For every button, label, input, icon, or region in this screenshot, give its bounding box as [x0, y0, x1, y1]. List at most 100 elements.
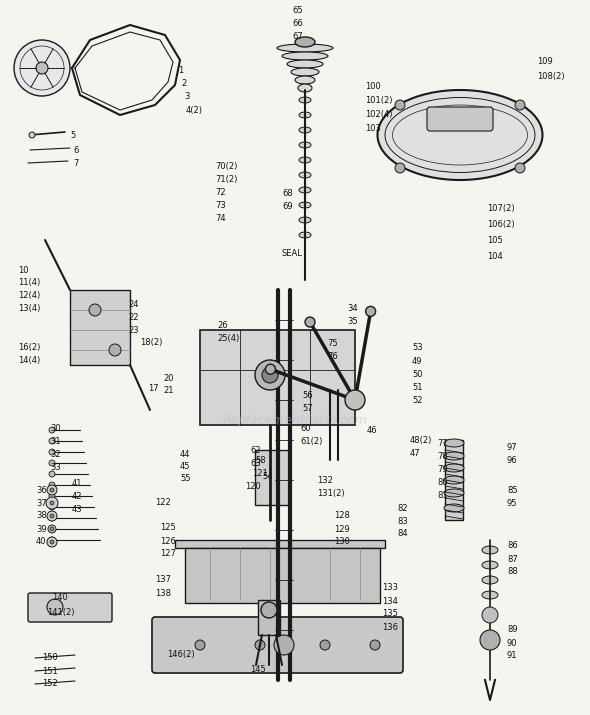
Circle shape	[49, 460, 55, 466]
Text: 44: 44	[180, 450, 191, 458]
Text: 76: 76	[327, 352, 337, 360]
Text: 152: 152	[42, 679, 58, 689]
Circle shape	[320, 640, 330, 650]
Text: 75: 75	[327, 338, 337, 347]
Text: 25(4): 25(4)	[217, 333, 240, 342]
Text: 26: 26	[217, 320, 228, 330]
Text: 133: 133	[382, 583, 398, 593]
Ellipse shape	[299, 127, 311, 133]
Text: 91: 91	[507, 651, 517, 661]
Text: ReplacementParts.com: ReplacementParts.com	[222, 413, 368, 427]
Text: 86: 86	[507, 541, 518, 551]
Text: 49: 49	[412, 357, 422, 365]
Circle shape	[47, 537, 57, 547]
FancyBboxPatch shape	[427, 107, 493, 131]
Text: 23: 23	[128, 325, 139, 335]
Text: 151: 151	[42, 666, 58, 676]
Circle shape	[49, 493, 55, 499]
FancyBboxPatch shape	[70, 290, 130, 365]
Circle shape	[482, 607, 498, 623]
Text: 60: 60	[300, 423, 310, 433]
Text: 53: 53	[412, 342, 422, 352]
Text: 77: 77	[437, 438, 448, 448]
Text: 61(2): 61(2)	[300, 436, 322, 445]
Ellipse shape	[482, 561, 498, 569]
FancyBboxPatch shape	[255, 450, 290, 505]
Text: 105: 105	[487, 235, 503, 245]
Ellipse shape	[299, 112, 311, 118]
Text: 102(4): 102(4)	[365, 109, 392, 119]
Text: 50: 50	[412, 370, 422, 378]
Circle shape	[49, 482, 55, 488]
Text: 48(2): 48(2)	[410, 435, 432, 445]
Text: 78: 78	[437, 451, 448, 460]
Text: 40: 40	[36, 538, 47, 546]
Ellipse shape	[299, 172, 311, 178]
Circle shape	[49, 504, 55, 510]
Text: 135: 135	[382, 609, 398, 618]
FancyBboxPatch shape	[175, 540, 385, 548]
Text: 51: 51	[412, 383, 422, 392]
Text: 45: 45	[180, 461, 191, 470]
Text: 70(2): 70(2)	[215, 162, 237, 170]
Text: 1: 1	[178, 66, 183, 74]
Text: 122: 122	[155, 498, 171, 506]
Circle shape	[109, 344, 121, 356]
Text: 6: 6	[73, 145, 78, 154]
Text: 128: 128	[334, 511, 350, 521]
Text: 37: 37	[36, 498, 47, 508]
Text: 30: 30	[50, 423, 61, 433]
Text: 141(2): 141(2)	[47, 608, 74, 616]
Text: 109: 109	[537, 56, 553, 66]
Text: 52: 52	[412, 395, 422, 405]
Text: 46: 46	[367, 425, 378, 435]
Circle shape	[366, 306, 376, 316]
Ellipse shape	[299, 202, 311, 208]
Text: 137: 137	[155, 576, 171, 584]
Ellipse shape	[482, 591, 498, 599]
Text: 120: 120	[245, 481, 261, 490]
Text: 55: 55	[180, 473, 191, 483]
Text: 41: 41	[72, 478, 83, 488]
Text: 31: 31	[50, 436, 61, 445]
Text: 57: 57	[302, 403, 313, 413]
Text: 131(2): 131(2)	[317, 488, 345, 498]
Ellipse shape	[482, 546, 498, 554]
Circle shape	[480, 630, 500, 650]
FancyBboxPatch shape	[200, 330, 355, 425]
Text: 73: 73	[215, 200, 226, 209]
Text: 18(2): 18(2)	[140, 337, 162, 347]
Text: 150: 150	[42, 654, 58, 663]
Circle shape	[274, 635, 294, 655]
Ellipse shape	[444, 504, 464, 512]
Ellipse shape	[295, 76, 315, 84]
Text: 71(2): 71(2)	[215, 174, 237, 184]
Circle shape	[14, 40, 70, 96]
Ellipse shape	[298, 84, 312, 92]
Text: 63: 63	[250, 458, 261, 468]
Ellipse shape	[299, 97, 311, 103]
Circle shape	[49, 515, 55, 521]
Text: 66: 66	[292, 19, 303, 27]
FancyBboxPatch shape	[152, 617, 403, 673]
Circle shape	[515, 100, 525, 110]
Text: 138: 138	[155, 588, 171, 598]
Text: 89: 89	[507, 626, 517, 634]
Text: 65: 65	[292, 6, 303, 14]
Text: 13(4): 13(4)	[18, 303, 40, 312]
Ellipse shape	[378, 90, 542, 180]
Text: 39: 39	[36, 525, 47, 533]
Text: 81: 81	[437, 490, 448, 500]
Text: 145: 145	[250, 666, 266, 674]
Circle shape	[395, 163, 405, 173]
Text: 79: 79	[437, 465, 448, 473]
Text: 88: 88	[507, 568, 518, 576]
Text: 80: 80	[437, 478, 448, 486]
Text: 33: 33	[50, 463, 61, 471]
Ellipse shape	[282, 52, 328, 60]
Circle shape	[50, 501, 54, 505]
Circle shape	[49, 427, 55, 433]
Text: 104: 104	[487, 252, 503, 260]
FancyBboxPatch shape	[445, 440, 463, 520]
Text: 85: 85	[507, 485, 517, 495]
